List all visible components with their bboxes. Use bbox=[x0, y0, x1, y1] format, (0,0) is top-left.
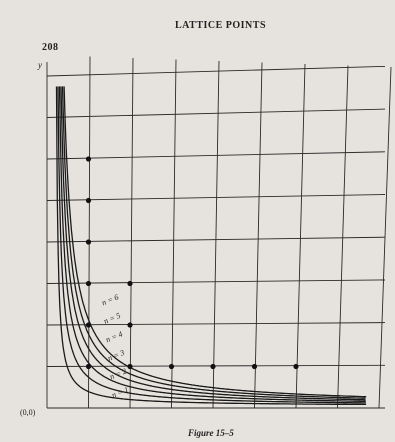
grid-line bbox=[296, 64, 305, 408]
figure-caption: Figure 15–5 bbox=[187, 428, 234, 438]
y-axis-label: y bbox=[37, 60, 42, 70]
lattice-point bbox=[86, 281, 91, 286]
curve-label: n = 5 bbox=[102, 311, 122, 326]
origin-label: (0,0) bbox=[20, 408, 36, 417]
lattice-point bbox=[127, 364, 132, 369]
lattice-point bbox=[169, 364, 174, 369]
grid-line bbox=[47, 365, 385, 366]
grid-line bbox=[47, 66, 385, 76]
grid-line bbox=[47, 109, 385, 117]
hyperbola bbox=[58, 87, 366, 403]
grid-line bbox=[255, 63, 263, 409]
grid-line bbox=[130, 58, 133, 408]
page-number: 208 bbox=[42, 42, 59, 53]
grid-line bbox=[338, 66, 349, 409]
lattice-point bbox=[86, 156, 91, 161]
lattice-grid bbox=[47, 57, 391, 409]
lattice-point bbox=[127, 281, 132, 286]
grid-line bbox=[47, 152, 385, 159]
grid-line bbox=[47, 195, 385, 201]
lattice-point bbox=[86, 364, 91, 369]
grid-line bbox=[47, 323, 385, 325]
lattice-point bbox=[86, 239, 91, 244]
lattice-point bbox=[210, 364, 215, 369]
hyperbola bbox=[61, 87, 366, 400]
figure: LATTICE POINTS 208 y (0,0) Figure 15–5 n… bbox=[0, 0, 395, 442]
lattice-point bbox=[252, 364, 257, 369]
curve-label: n = 2 bbox=[108, 366, 128, 381]
curve-label: n = 3 bbox=[106, 348, 126, 363]
book-page: LATTICE POINTS 208 y (0,0) Figure 15–5 n… bbox=[0, 0, 395, 442]
running-title: LATTICE POINTS bbox=[175, 20, 266, 31]
lattice-point bbox=[86, 322, 91, 327]
curve-label: n = 6 bbox=[100, 292, 120, 307]
lattice-point bbox=[86, 198, 91, 203]
hyperbola bbox=[57, 87, 367, 405]
curve-label: n = 4 bbox=[104, 329, 124, 344]
grid-line bbox=[172, 60, 177, 409]
grid-line bbox=[47, 280, 385, 284]
lattice-point bbox=[127, 322, 132, 327]
grid-line bbox=[89, 57, 91, 409]
curve-labels: n = 1 n = 2 n = 3 n = 4 n = 5 n = 6 bbox=[100, 292, 130, 399]
curve-label: n = 1 bbox=[110, 385, 130, 400]
lattice-point bbox=[293, 364, 298, 369]
hyperbolas bbox=[57, 86, 367, 404]
